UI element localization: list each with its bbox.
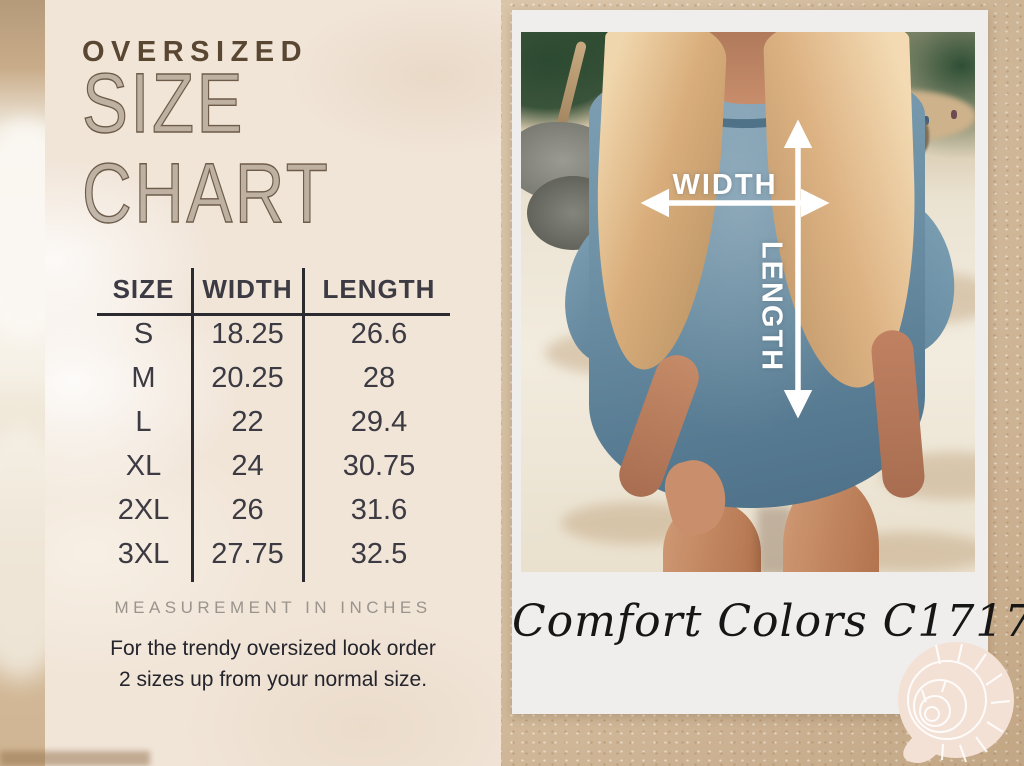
length-cell: 29.4 [350,405,408,438]
page-title: SIZE CHART [81,56,385,240]
size-cell: 3XL [117,537,170,570]
distant-person [923,116,929,125]
model-photo: WIDTH LENGTH [521,32,975,572]
length-cell: 26.6 [350,317,408,350]
size-table: SIZE WIDTH LENGTH S 18.25 26.6 M 20.25 2… [95,266,455,576]
table-row: L 22 29.4 [95,400,455,444]
wet-sand-edge [0,751,150,766]
header-length: LENGTH [322,273,436,304]
seashell-icon [898,642,1014,763]
length-cell: 30.75 [342,449,416,482]
size-cell: XL [125,449,162,482]
table-header-row: SIZE WIDTH LENGTH [95,266,455,312]
size-cell: L [135,405,152,438]
size-cell: M [131,361,156,394]
length-cell: 32.5 [350,537,408,570]
table-divider [191,268,194,582]
measurement-note: MEASUREMENT IN INCHES [114,598,432,617]
width-cell: 27.75 [211,537,284,570]
table-row: S 18.25 26.6 [95,312,455,356]
polaroid: WIDTH LENGTH Comfort Colors C1717 [512,10,1024,714]
sizing-tip: For the trendy oversized look order 2 si… [45,633,501,695]
width-cell: 26 [231,493,264,526]
length-cell: 31.6 [350,493,408,526]
length-cell: 28 [362,361,396,394]
size-table-container: SIZE WIDTH LENGTH S 18.25 26.6 M 20.25 2… [95,266,457,588]
sizing-tip-line1: For the trendy oversized look order [110,637,436,660]
table-row: M 20.25 28 [95,356,455,400]
header-size: SIZE [112,273,175,304]
table-row: 2XL 26 31.6 [95,488,455,532]
table-row: 3XL 27.75 32.5 [95,532,455,576]
table-row: XL 24 30.75 [95,444,455,488]
size-cell: S [133,317,154,350]
width-cell: 22 [231,405,264,438]
polaroid-caption: Comfort Colors C1717 [512,596,1024,647]
title-chart: CHART [81,146,331,240]
width-cell: 20.25 [211,361,284,394]
width-cell: 18.25 [211,317,284,350]
width-cell: 24 [231,449,264,482]
measurement-arrows [640,119,830,419]
length-label: LENGTH [755,240,788,373]
sizing-tip-line2: 2 sizes up from your normal size. [118,668,428,691]
width-label: WIDTH [672,169,778,201]
title-oversized: OVERSIZED [82,36,309,68]
title-size: SIZE [81,56,245,150]
size-cell: 2XL [117,493,170,526]
table-divider [302,268,305,582]
left-panel: OVERSIZED SIZE CHART SIZE WIDTH LENGTH S [45,0,501,766]
table-header-rule [97,313,450,316]
distant-person [951,110,957,119]
header-width: WIDTH [202,273,293,304]
